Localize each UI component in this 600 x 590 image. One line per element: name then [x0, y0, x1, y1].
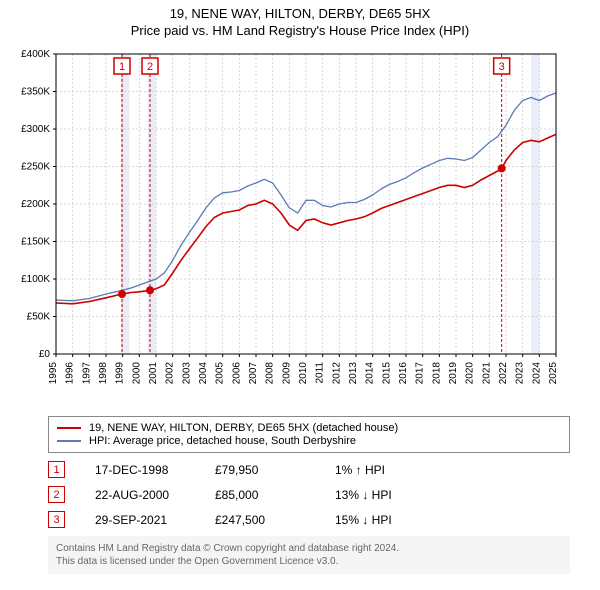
chart-legend: 19, NENE WAY, HILTON, DERBY, DE65 5HX (d…: [48, 416, 570, 453]
legend-swatch: [57, 427, 81, 429]
legend-swatch: [57, 440, 81, 442]
attribution-footer: Contains HM Land Registry data © Crown c…: [48, 536, 570, 574]
svg-text:2002: 2002: [165, 362, 176, 385]
svg-text:1995: 1995: [48, 362, 59, 385]
svg-text:2018: 2018: [431, 362, 442, 385]
svg-text:2011: 2011: [315, 362, 326, 384]
footer-copyright: Contains HM Land Registry data © Crown c…: [56, 542, 562, 555]
footer-licence: This data is licensed under the Open Gov…: [56, 555, 562, 568]
event-row: 2 22-AUG-2000£85,00013% ↓ HPI: [48, 486, 570, 503]
svg-text:2013: 2013: [348, 362, 359, 385]
event-date: 29-SEP-2021: [95, 513, 215, 527]
svg-text:2020: 2020: [465, 362, 476, 385]
event-number-box: 1: [48, 461, 65, 478]
event-table: 1 17-DEC-1998£79,9501% ↑ HPI 2 22-AUG-2000£…: [48, 461, 570, 528]
legend-label: 19, NENE WAY, HILTON, DERBY, DE65 5HX (d…: [89, 422, 398, 434]
svg-text:£350K: £350K: [21, 87, 50, 98]
event-number-box: 2: [48, 486, 65, 503]
svg-text:2016: 2016: [398, 362, 409, 385]
svg-text:2007: 2007: [248, 362, 259, 385]
svg-text:2004: 2004: [198, 362, 209, 385]
svg-text:2008: 2008: [265, 362, 276, 385]
svg-text:£100K: £100K: [21, 274, 50, 285]
svg-text:£250K: £250K: [21, 162, 50, 173]
svg-text:£200K: £200K: [21, 199, 50, 210]
legend-label: HPI: Average price, detached house, Sout…: [89, 435, 356, 447]
svg-text:3: 3: [499, 61, 505, 73]
svg-text:£400K: £400K: [21, 49, 50, 60]
price-chart: £0 £50K £100K £150K £200K £250K £300K £350K £400…: [8, 46, 568, 406]
svg-text:2021: 2021: [481, 362, 492, 385]
svg-text:2024: 2024: [531, 362, 542, 385]
event-row: 3 29-SEP-2021£247,50015% ↓ HPI: [48, 511, 570, 528]
svg-text:1: 1: [119, 61, 125, 73]
svg-text:1999: 1999: [115, 362, 126, 385]
svg-text:2022: 2022: [498, 362, 509, 385]
svg-text:2000: 2000: [131, 362, 142, 385]
svg-text:£0: £0: [39, 349, 51, 360]
svg-text:£300K: £300K: [21, 124, 50, 135]
legend-item: HPI: Average price, detached house, Sout…: [57, 435, 561, 447]
svg-text:£150K: £150K: [21, 237, 50, 248]
event-hpi-delta: 1% ↑ HPI: [335, 463, 455, 477]
svg-text:1996: 1996: [65, 362, 76, 385]
title-address: 19, NENE WAY, HILTON, DERBY, DE65 5HX: [0, 6, 600, 21]
svg-text:2009: 2009: [281, 362, 292, 385]
legend-item: 19, NENE WAY, HILTON, DERBY, DE65 5HX (d…: [57, 422, 561, 434]
svg-text:2014: 2014: [365, 362, 376, 385]
event-price: £247,500: [215, 513, 335, 527]
svg-text:2005: 2005: [215, 362, 226, 385]
svg-text:2023: 2023: [515, 362, 526, 385]
svg-text:2017: 2017: [415, 362, 426, 385]
svg-text:2010: 2010: [298, 362, 309, 385]
svg-text:1997: 1997: [81, 362, 92, 385]
event-date: 22-AUG-2000: [95, 488, 215, 502]
svg-text:2003: 2003: [181, 362, 192, 385]
svg-text:2: 2: [147, 61, 153, 73]
event-price: £85,000: [215, 488, 335, 502]
svg-text:2025: 2025: [548, 362, 559, 385]
svg-text:2001: 2001: [148, 362, 159, 385]
event-number-box: 3: [48, 511, 65, 528]
svg-text:2015: 2015: [381, 362, 392, 385]
event-row: 1 17-DEC-1998£79,9501% ↑ HPI: [48, 461, 570, 478]
event-hpi-delta: 13% ↓ HPI: [335, 488, 455, 502]
svg-text:2006: 2006: [231, 362, 242, 385]
svg-text:1998: 1998: [98, 362, 109, 385]
svg-text:2012: 2012: [331, 362, 342, 385]
svg-text:£50K: £50K: [27, 312, 51, 323]
title-subtitle: Price paid vs. HM Land Registry's House …: [0, 23, 600, 38]
event-date: 17-DEC-1998: [95, 463, 215, 477]
event-price: £79,950: [215, 463, 335, 477]
svg-text:2019: 2019: [448, 362, 459, 385]
event-hpi-delta: 15% ↓ HPI: [335, 513, 455, 527]
